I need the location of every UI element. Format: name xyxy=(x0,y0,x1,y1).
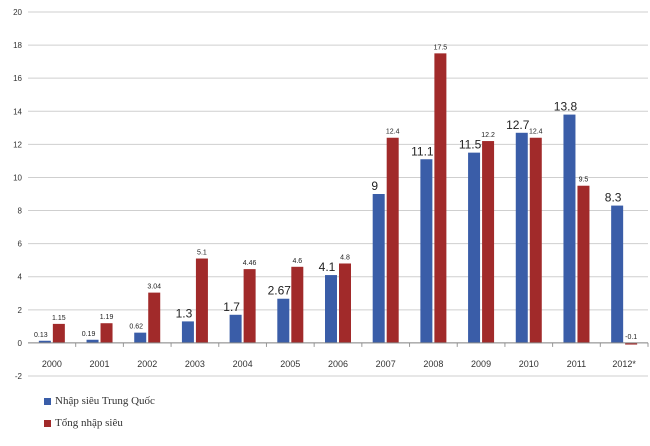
bars xyxy=(38,53,638,345)
bar-china xyxy=(611,205,624,343)
y-tick-label: 2 xyxy=(18,306,23,315)
data-label: 5.1 xyxy=(197,250,207,257)
bar-china xyxy=(86,339,99,343)
x-tick-label: 2003 xyxy=(185,359,205,369)
bar-total xyxy=(482,141,495,343)
data-label: 0.62 xyxy=(129,324,143,331)
x-tick-label: 2011 xyxy=(567,359,586,369)
x-tick-label: 2005 xyxy=(280,359,300,369)
y-tick-label: 4 xyxy=(18,273,23,282)
x-tick-label: 2004 xyxy=(233,359,253,369)
bar-total xyxy=(339,263,351,343)
x-tick-label: 2009 xyxy=(471,359,491,369)
legend: Nhập siêu Trung Quốc Tổng nhập siêu xyxy=(44,390,155,434)
x-tick-label: 2012* xyxy=(612,359,636,369)
bar-total xyxy=(243,269,256,343)
bar-total xyxy=(577,185,590,343)
data-label: 12.2 xyxy=(481,132,495,139)
bar-total xyxy=(195,258,208,343)
x-axis-ticks: 2000 2001 2002 2003 2004 2005 2006 2007 2008 2009… xyxy=(28,342,649,369)
legend-item-china: Nhập siêu Trung Quốc xyxy=(44,390,155,412)
legend-label-total: Tổng nhập siêu xyxy=(55,417,123,429)
x-tick-label: 2000 xyxy=(42,359,62,369)
y-tick-label: 18 xyxy=(13,41,22,50)
data-label: 12.4 xyxy=(529,129,543,136)
bar-total xyxy=(434,53,447,343)
bar-total xyxy=(625,342,638,345)
bar-china xyxy=(277,298,290,343)
data-labels: 0.13 1.15 0.19 1.19 0.62 3.04 1.3 5.1 1.7 4.46 2.6… xyxy=(34,44,637,341)
x-tick-label: 2002 xyxy=(137,359,157,369)
data-label: 1.7 xyxy=(223,300,240,314)
data-label: 4.8 xyxy=(340,254,350,261)
data-label: -0.1 xyxy=(625,334,637,341)
data-label: 2.67 xyxy=(268,284,292,298)
x-tick-label: 2007 xyxy=(376,359,396,369)
y-tick-label: 14 xyxy=(13,107,22,116)
y-tick-label: 16 xyxy=(13,74,22,83)
legend-label-china: Nhập siêu Trung Quốc xyxy=(55,395,155,407)
data-label: 0.13 xyxy=(34,332,48,339)
data-label: 12.4 xyxy=(386,129,400,136)
data-label: 9.5 xyxy=(579,177,589,184)
bar-china xyxy=(38,340,51,343)
data-label: 13.8 xyxy=(554,100,578,114)
y-tick-label: 8 xyxy=(18,207,23,216)
legend-swatch-china xyxy=(44,397,51,405)
x-tick-label: 2010 xyxy=(519,359,539,369)
x-tick-label: 2001 xyxy=(90,359,110,369)
bar-total xyxy=(52,323,65,343)
data-label: 1.15 xyxy=(52,315,66,322)
bar-china xyxy=(420,159,433,343)
bar-total xyxy=(529,137,542,343)
data-label: 4.46 xyxy=(243,260,257,267)
gridlines xyxy=(28,11,648,377)
bar-china xyxy=(325,275,337,343)
y-tick-label: 20 xyxy=(13,8,22,17)
y-tick-label: -2 xyxy=(15,372,23,381)
y-tick-label: 12 xyxy=(13,140,22,149)
data-label: 4.1 xyxy=(319,260,336,274)
data-label: 9 xyxy=(371,179,378,193)
y-tick-label: 6 xyxy=(18,240,23,249)
y-axis-ticks: -2 0 2 4 6 8 10 12 14 16 18 20 xyxy=(13,8,22,381)
bar-total xyxy=(148,292,161,343)
data-label: 0.19 xyxy=(82,331,96,338)
bar-china xyxy=(229,314,242,343)
data-label: 11.1 xyxy=(411,144,434,158)
y-tick-label: 0 xyxy=(18,339,23,348)
x-tick-label: 2006 xyxy=(328,359,348,369)
data-label: 4.6 xyxy=(292,258,302,265)
data-label: 12.7 xyxy=(506,118,530,132)
bar-china xyxy=(468,152,481,343)
bar-china xyxy=(134,332,147,343)
bar-china xyxy=(372,194,385,343)
y-tick-label: 10 xyxy=(13,173,22,182)
data-label: 3.04 xyxy=(147,284,161,291)
bar-total xyxy=(100,323,113,343)
bar-total xyxy=(386,137,399,343)
data-label: 1.19 xyxy=(100,314,114,321)
x-tick-label: 2008 xyxy=(423,359,443,369)
data-label: 1.3 xyxy=(176,306,193,320)
legend-swatch-total xyxy=(44,419,51,427)
data-label: 17.5 xyxy=(434,44,448,51)
bar-china xyxy=(515,132,528,343)
bar-total xyxy=(291,266,304,343)
bar-china xyxy=(563,114,576,343)
legend-item-total: Tổng nhập siêu xyxy=(44,412,155,434)
data-label: 8.3 xyxy=(605,191,622,205)
bar-china xyxy=(181,321,194,343)
data-label: 11.5 xyxy=(459,138,482,152)
